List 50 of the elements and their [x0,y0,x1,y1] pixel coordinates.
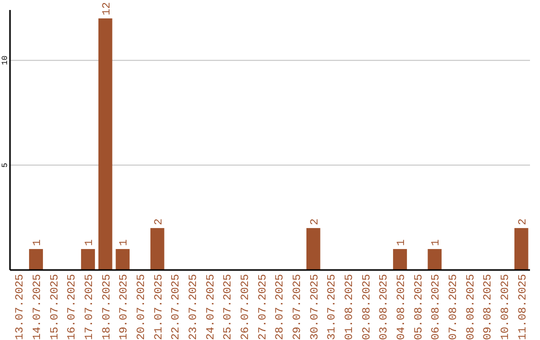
y-tick-label: 10 [1,55,10,66]
x-tick-label: 26.07.2025 [240,274,252,340]
x-tick-label: 16.07.2025 [66,274,79,340]
data-label: 1 [118,239,131,246]
x-tick-label: 29.07.2025 [292,274,304,340]
x-tick-label: 25.07.2025 [222,274,235,340]
y-tick-label: 5 [1,162,10,168]
data-label: 1 [32,239,44,246]
x-tick-label: 07.08.2025 [448,274,460,340]
x-tick-label: 23.07.2025 [188,274,200,340]
data-label: 1 [396,239,408,246]
x-tick-label: 28.07.2025 [274,274,287,340]
x-tick-label: 15.07.2025 [49,274,62,340]
bar [81,249,95,270]
x-tick-label: 14.07.2025 [32,274,44,340]
bar [116,249,130,270]
x-tick-label: 21.07.2025 [153,274,166,340]
x-tick-label: 03.08.2025 [378,274,391,340]
data-label: 2 [309,218,322,226]
x-tick-label: 09.08.2025 [482,274,495,340]
x-tick-label: 18.07.2025 [101,274,114,340]
bar [514,228,528,270]
data-label: 1 [84,239,96,246]
x-tick-label: 22.07.2025 [170,274,183,340]
x-tick-label: 31.07.2025 [326,274,339,340]
data-label: 2 [517,218,530,226]
x-tick-label: 05.08.2025 [413,274,426,340]
x-tick-label: 04.08.2025 [396,274,408,340]
x-tick-label: 19.07.2025 [118,274,131,340]
bar [150,228,164,270]
data-label: 2 [153,218,166,226]
x-tick-label: 10.08.2025 [500,274,512,340]
x-tick-label: 08.08.2025 [465,274,478,340]
x-tick-label: 30.07.2025 [309,274,322,340]
bar [306,228,320,270]
x-tick-label: 01.08.2025 [344,274,356,340]
data-label: 12 [101,2,114,16]
x-tick-label: 11.08.2025 [517,274,530,340]
x-tick-label: 17.07.2025 [84,274,96,340]
x-tick-label: 13.07.2025 [14,274,27,340]
data-label: 1 [430,239,443,246]
x-tick-label: 02.08.2025 [361,274,374,340]
x-tick-label: 27.07.2025 [257,274,270,340]
x-tick-label: 20.07.2025 [136,274,148,340]
bar [393,249,407,270]
x-tick-label: 24.07.2025 [205,274,218,340]
bar [98,18,112,270]
bar [428,249,442,270]
x-tick-label: 06.08.2025 [430,274,443,340]
bar [29,249,43,270]
